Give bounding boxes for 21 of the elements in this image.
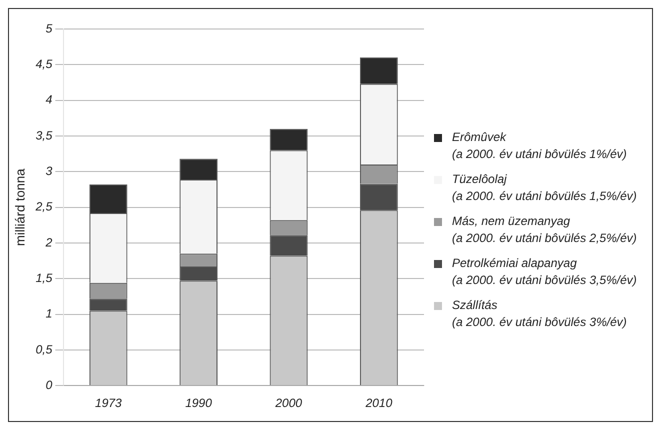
y-tick-label: 4 <box>46 92 53 107</box>
y-axis-title: milliárd tonna <box>12 168 28 246</box>
legend-label: Más, nem üzemanyag (a 2000. év utáni bôvülés 2,5%/év) <box>452 213 637 247</box>
y-tick-label: 3 <box>46 164 53 178</box>
y-tick-label: 1 <box>46 306 52 321</box>
legend-label: Erômûvek (a 2000. év utáni bôvülés 1%/év) <box>452 129 627 163</box>
y-tick-label: 2 <box>44 235 53 250</box>
x-tick-label: 2000 <box>274 396 302 410</box>
y-tick-label: 1,5 <box>36 270 53 285</box>
y-tick-label: 5 <box>46 21 53 36</box>
x-tick-label: 1990 <box>185 396 212 410</box>
legend-label: Petrolkémiai alapanyag (a 2000. év utáni bôvülés 3,5%/év) <box>452 255 637 289</box>
x-tick-label: 1973 <box>95 396 122 410</box>
legend-label: Szállítás (a 2000. év utáni bôvülés 3%/év) <box>452 297 627 331</box>
legend-label: Tüzelôolaj (a 2000. év utáni bôvülés 1,5%/év) <box>452 171 637 205</box>
y-tick-label: 3,5 <box>36 128 53 142</box>
y-tick-label: 4,5 <box>36 57 53 72</box>
y-tick-label: 0 <box>46 378 53 392</box>
y-tick-label: 0,5 <box>36 342 53 356</box>
x-tick-label: 2010 <box>364 396 393 410</box>
y-tick-label: 2,5 <box>34 200 53 214</box>
